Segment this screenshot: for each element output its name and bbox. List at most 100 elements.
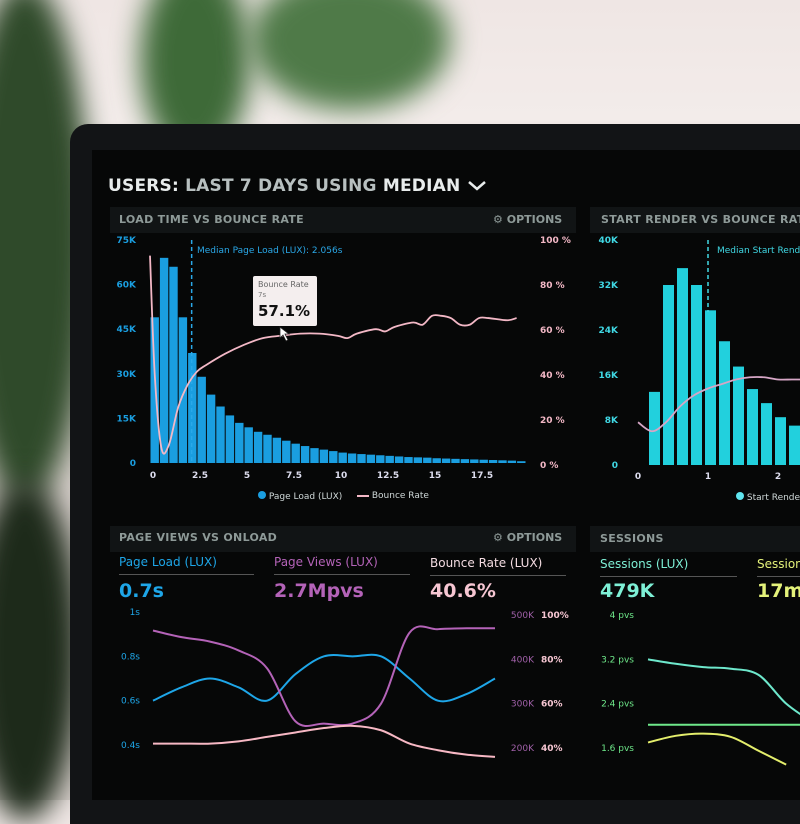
divider <box>119 574 254 575</box>
bar-page-load <box>291 443 300 463</box>
bar-page-load <box>169 266 178 463</box>
bar-page-load <box>159 257 169 463</box>
metric-label-sessions: Sessions (LUX) <box>600 557 689 571</box>
title-range: LAST 7 DAYS <box>185 176 310 196</box>
legend-bounce-rate[interactable]: Bounce Rate <box>357 491 429 501</box>
title-stat: MEDIAN <box>382 176 461 196</box>
bar-start-render <box>677 268 688 465</box>
y2-tick-label: 60 % <box>540 326 565 336</box>
y-tick-label: 45K <box>117 325 138 335</box>
chart-tooltip: Bounce Rate 7s 57.1% <box>253 276 317 326</box>
y-tick-label: 40K <box>599 236 620 246</box>
bar-start-render <box>789 425 800 465</box>
line-bounce-rate-start-render <box>637 376 800 433</box>
x-tick-label: 7.5 <box>286 471 302 481</box>
bar-page-load <box>479 459 488 463</box>
y2-tick-label: 0 % <box>540 461 558 471</box>
divider <box>757 576 800 577</box>
bar-page-load <box>178 317 188 463</box>
y-tick-label: 24K <box>599 326 620 336</box>
y-tick-label: 1.6 pvs <box>601 744 634 754</box>
x-tick-label: 17.5 <box>471 471 493 481</box>
metric-label-page-load: Page Load (LUX) <box>119 555 217 569</box>
y2-tick-label: 300K <box>511 700 535 710</box>
legend-dot-icon <box>258 491 266 499</box>
chevron-down-icon[interactable] <box>467 180 487 192</box>
y-tick-label: 0 <box>130 459 136 469</box>
bar-page-load <box>498 460 507 463</box>
y2-tick-label: 40 % <box>540 371 565 381</box>
options-button-page-views[interactable]: ⚙ OPTIONS <box>493 531 562 544</box>
metric-value-session-length: 17m <box>757 580 800 602</box>
y3-tick-label: 40% <box>541 744 563 754</box>
x-tick-label: 10 <box>335 471 348 481</box>
tooltip-x: 7s <box>258 291 267 299</box>
y-tick-label: 8K <box>605 416 619 426</box>
bar-page-load <box>423 457 432 463</box>
dashboard-title[interactable]: USERS: LAST 7 DAYS USING MEDIAN <box>108 176 487 196</box>
bar-page-load <box>432 458 441 463</box>
bar-page-load <box>329 451 338 463</box>
bar-page-load <box>385 455 394 463</box>
line-page-load <box>152 653 496 703</box>
legend-label: Bounce Rate <box>371 491 429 501</box>
title-users: USERS: <box>108 176 179 196</box>
bar-page-load <box>470 459 479 463</box>
metric-value-page-views: 2.7Mpvs <box>274 580 364 602</box>
line-bounce-rate <box>153 724 496 758</box>
x-tick-label: 0 <box>150 471 156 481</box>
bar-page-load <box>244 427 253 463</box>
bar-page-load <box>272 437 282 463</box>
bar-start-render <box>761 403 772 465</box>
bar-start-render <box>747 389 758 465</box>
tooltip-title: Bounce Rate <box>258 280 309 289</box>
tooltip-value: 57.1% <box>258 302 311 320</box>
plant-leaf-blur <box>250 0 450 110</box>
line-bounce-rate <box>149 255 517 455</box>
y-tick-label: 75K <box>117 236 138 246</box>
y3-tick-label: 80% <box>541 655 563 665</box>
y2-tick-label: 200K <box>511 744 535 754</box>
gear-icon: ⚙ <box>493 213 503 226</box>
x-tick-label: 5 <box>244 471 250 481</box>
median-label-page-load: Median Page Load (LUX): 2.056s <box>197 246 343 256</box>
bar-page-load <box>451 458 460 463</box>
title-using: USING <box>315 176 377 196</box>
bar-page-load <box>488 460 498 463</box>
bar-page-load <box>225 415 235 463</box>
bar-page-load <box>404 457 413 463</box>
bar-page-load <box>366 454 376 463</box>
divider <box>600 576 737 577</box>
bar-page-load <box>206 394 216 463</box>
bar-page-load <box>394 456 404 463</box>
y3-tick-label: 60% <box>541 700 563 710</box>
metric-value-sessions: 479K <box>600 580 655 602</box>
legend-start-render[interactable]: Start Render <box>736 492 800 503</box>
legend-page-load[interactable]: Page Load (LUX) <box>258 491 342 502</box>
x-tick-label: 2.5 <box>192 471 208 481</box>
bar-start-render <box>649 391 660 465</box>
y-tick-label: 0.8s <box>121 652 140 662</box>
panel-header-load-time <box>110 207 576 233</box>
x-tick-label: 2 <box>775 472 781 482</box>
x-tick-label: 1 <box>705 472 711 482</box>
bar-page-load <box>263 434 272 463</box>
bar-page-load <box>150 317 159 463</box>
bar-page-load <box>347 453 357 463</box>
bar-page-load <box>310 448 319 463</box>
x-tick-label: 15 <box>429 471 442 481</box>
legend-dot-icon <box>736 492 744 500</box>
bar-page-load <box>413 457 423 463</box>
y2-tick-label: 100 % <box>540 236 571 246</box>
x-tick-label: 0 <box>635 472 641 482</box>
gear-icon: ⚙ <box>493 531 503 544</box>
metric-value-bounce-rate: 40.6% <box>430 580 496 602</box>
bar-page-load <box>216 406 225 463</box>
divider <box>274 574 410 575</box>
legend-line-icon <box>357 494 369 497</box>
bar-start-render <box>733 366 744 465</box>
options-button-load-time[interactable]: ⚙ OPTIONS <box>493 213 562 226</box>
y-tick-label: 15K <box>117 414 138 424</box>
options-label: OPTIONS <box>506 531 563 544</box>
y2-tick-label: 80 % <box>540 281 565 291</box>
